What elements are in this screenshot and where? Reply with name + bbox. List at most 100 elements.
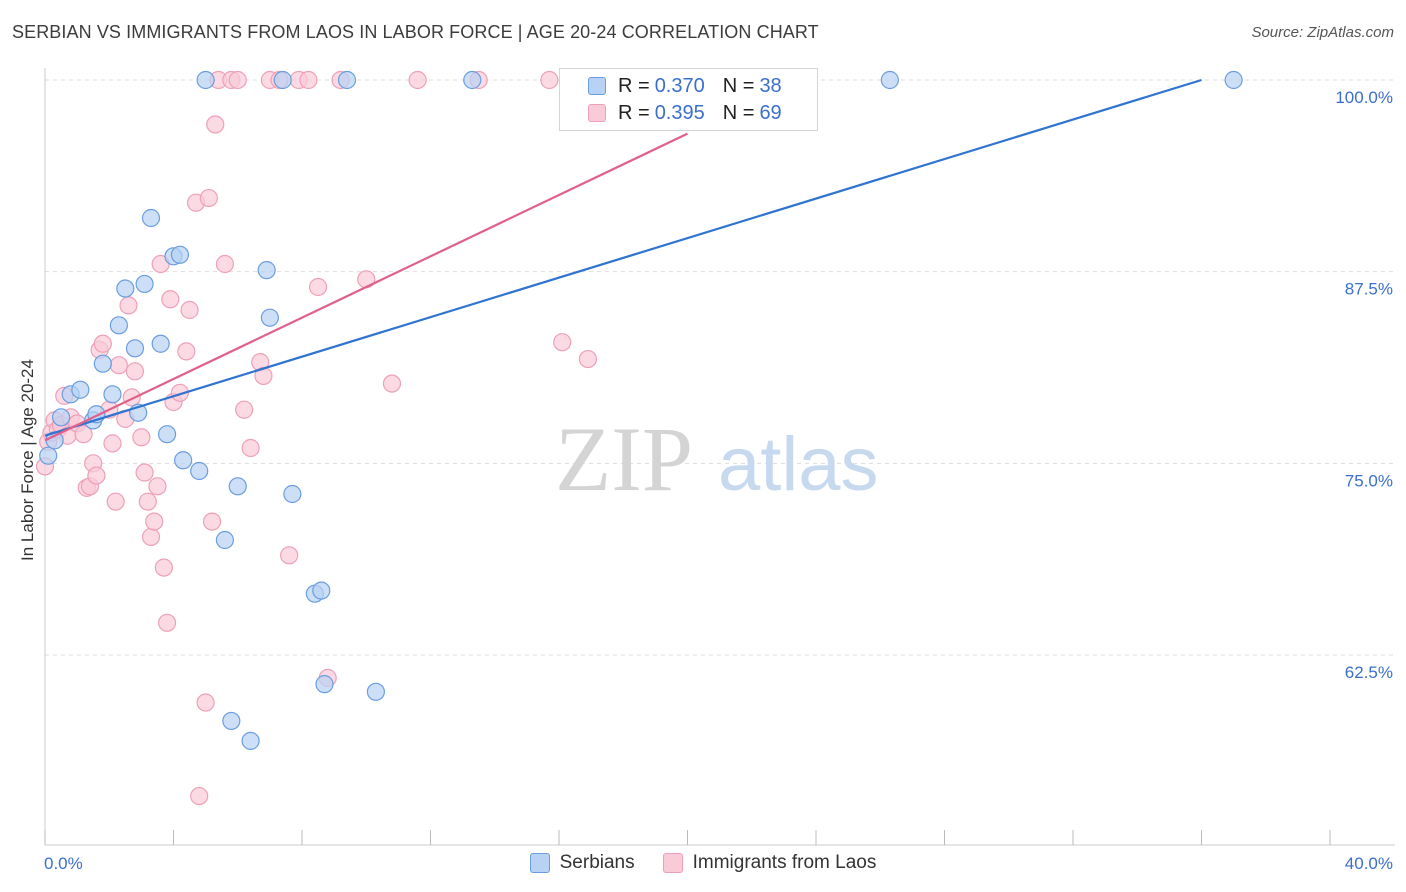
- serbians-trend-line: [44, 78, 1202, 437]
- serbian-point: [93, 354, 112, 373]
- r-value: 0.395: [654, 101, 705, 124]
- laos-point: [161, 290, 180, 309]
- laos-point: [132, 428, 151, 447]
- r-label: R =: [618, 101, 650, 124]
- laos-point: [87, 466, 106, 485]
- serbians-swatch: [529, 853, 550, 873]
- y-tick-label: 100.0%: [1335, 88, 1393, 107]
- y-tick-label: 62.5%: [1345, 663, 1393, 682]
- laos-point: [154, 558, 173, 577]
- serbian-point: [215, 530, 234, 550]
- laos-point: [196, 693, 215, 712]
- laos-point: [157, 613, 177, 632]
- laos-point: [103, 434, 122, 453]
- laos-point: [553, 333, 572, 352]
- serbian-point: [116, 279, 135, 298]
- laos-point: [106, 492, 125, 511]
- laos-point: [382, 374, 402, 393]
- laos-point: [180, 300, 199, 320]
- series-legend: Serbians Immigrants from Laos: [0, 852, 1406, 874]
- serbian-point: [190, 461, 209, 481]
- source-credit: Source: ZipAtlas.com: [1251, 24, 1394, 41]
- serbian-point: [315, 675, 334, 694]
- serbian-point: [103, 385, 122, 404]
- serbian-point: [257, 261, 276, 280]
- laos-point: [141, 527, 161, 547]
- laos-point: [190, 786, 209, 806]
- n-label: N =: [722, 74, 755, 97]
- laos-swatch: [662, 853, 683, 873]
- serbian-point: [366, 682, 385, 701]
- legend-label: Serbians: [559, 852, 635, 873]
- legend-row-serbians: R = 0.370 N = 38: [588, 74, 782, 98]
- gridlines: [45, 79, 1395, 656]
- serbian-point: [39, 446, 58, 465]
- laos-swatch: [588, 104, 606, 122]
- serbian-point: [174, 451, 193, 470]
- serbian-point: [241, 731, 260, 750]
- serbian-point: [170, 245, 190, 264]
- serbian-point: [880, 70, 899, 90]
- laos-point: [308, 277, 328, 297]
- serbian-point: [135, 274, 154, 294]
- serbian-point: [222, 711, 241, 731]
- serbian-point: [157, 425, 177, 444]
- serbian-point: [141, 208, 161, 228]
- laos-point: [241, 438, 260, 458]
- laos-point: [109, 356, 128, 375]
- laos-point: [177, 342, 196, 361]
- laos-point: [280, 546, 299, 565]
- laos-point: [138, 492, 157, 511]
- serbian-point: [260, 308, 279, 327]
- laos-point: [125, 362, 145, 381]
- serbians-swatch: [588, 77, 606, 95]
- legend-item-laos[interactable]: Immigrants from Laos: [662, 852, 876, 874]
- r-label: R =: [618, 74, 650, 97]
- y-tick-label: 75.0%: [1345, 471, 1393, 490]
- laos-point: [135, 463, 154, 482]
- watermark-atlas: atlas: [718, 422, 879, 507]
- serbian-point: [463, 70, 482, 90]
- serbian-point: [283, 484, 302, 504]
- laos-point: [215, 254, 234, 274]
- y-tick-label: 87.5%: [1345, 280, 1393, 299]
- x-tick-label: 40.0%: [1345, 854, 1393, 873]
- serbian-point: [151, 334, 170, 353]
- x-tick-label: 0.0%: [44, 854, 83, 873]
- laos-point: [235, 400, 254, 419]
- laos-trend-line: [44, 132, 688, 442]
- serbian-point: [312, 581, 331, 600]
- laos-point: [228, 70, 247, 90]
- laos-point: [148, 477, 167, 496]
- serbian-point: [71, 380, 90, 399]
- serbian-point: [1224, 70, 1243, 90]
- laos-point: [540, 70, 559, 90]
- serbian-point: [51, 408, 71, 427]
- serbian-point: [125, 339, 145, 358]
- laos-point: [93, 334, 112, 353]
- legend-row-laos: R = 0.395 N = 69: [588, 101, 782, 125]
- laos-point: [170, 383, 190, 402]
- laos-point: [122, 388, 141, 407]
- laos-point: [408, 70, 427, 90]
- n-value: 69: [759, 101, 782, 124]
- laos-point: [202, 512, 222, 531]
- serbian-point: [228, 477, 247, 496]
- serbian-point: [337, 70, 357, 90]
- laos-point: [578, 349, 598, 369]
- legend-item-serbians[interactable]: Serbians: [529, 852, 635, 874]
- chart-title: SERBIAN VS IMMIGRANTS FROM LAOS IN LABOR…: [12, 22, 819, 42]
- serbian-point: [109, 316, 128, 335]
- laos-point: [119, 296, 138, 315]
- watermark-zip: ZIP: [555, 408, 693, 510]
- laos-point: [74, 425, 93, 444]
- laos-point: [299, 70, 318, 90]
- laos-point: [145, 512, 164, 531]
- laos-point: [199, 188, 218, 208]
- n-value: 38: [759, 74, 782, 97]
- serbian-point: [196, 70, 215, 90]
- correlation-legend: R = 0.370 N = 38 R = 0.395 N = 69: [559, 68, 818, 131]
- n-label: N =: [722, 101, 755, 124]
- serbian-point: [273, 70, 292, 90]
